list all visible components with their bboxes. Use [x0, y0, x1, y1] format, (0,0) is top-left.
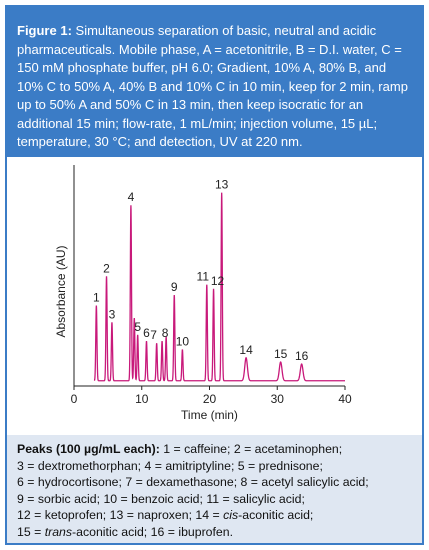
- peak-label: 15: [274, 347, 288, 361]
- peaks-legend-line6-end: -aconitic acid; 16 = ibuprofen.: [72, 524, 234, 539]
- x-tick-label: 10: [135, 392, 149, 406]
- peaks-legend-trans: trans: [44, 524, 73, 539]
- peak-label: 4: [128, 190, 135, 204]
- x-tick-label: 30: [271, 392, 285, 406]
- chromatogram-trace: [93, 192, 345, 382]
- peaks-legend-line5-end: -aconitic acid;: [238, 508, 314, 522]
- peaks-legend-line5: 12 = ketoprofen; 13 = naproxen; 14 =: [17, 508, 224, 522]
- peak-label: 16: [295, 349, 309, 363]
- peak-label: 2: [103, 261, 110, 275]
- peak-label: 3: [109, 307, 116, 321]
- figure-caption: Figure 1: Simultaneous separation of bas…: [7, 7, 422, 157]
- peak-label: 5: [134, 320, 141, 334]
- peak-label: 13: [215, 178, 229, 192]
- peak-label: 14: [239, 343, 253, 357]
- x-tick-label: 20: [203, 392, 217, 406]
- y-axis-label: Absorbance (AU): [54, 245, 68, 337]
- peak-label: 1: [93, 291, 100, 305]
- peak-label: 9: [171, 280, 178, 294]
- peaks-legend-line2: 3 = dextromethorphan; 4 = amitriptyline;…: [17, 458, 323, 473]
- peaks-legend-cis: cis: [223, 508, 239, 522]
- peaks-legend-line6: 15 =: [17, 524, 45, 539]
- peaks-legend: Peaks (100 µg/mL each): 1 = caffeine; 2 …: [7, 435, 422, 543]
- x-tick-label: 0: [71, 392, 78, 406]
- peaks-legend-line3: 6 = hydrocortisone; 7 = dexamethasone; 8…: [17, 475, 369, 489]
- peak-label: 6: [143, 326, 150, 340]
- x-axis-label: Time (min): [181, 408, 238, 422]
- x-tick-label: 40: [338, 392, 352, 406]
- caption-text: Simultaneous separation of basic, neutra…: [17, 23, 408, 149]
- peak-label: 11: [197, 270, 210, 284]
- peak-label: 8: [162, 326, 169, 340]
- peak-label: 7: [150, 328, 157, 342]
- peak-label: 10: [176, 334, 190, 348]
- chromatogram: 0 10 20 30 40 Time (min) Absorbance (AU) 1 2 3 4 5 6…: [7, 157, 422, 439]
- peak-label: 12: [211, 274, 225, 288]
- caption-label: Figure 1:: [17, 23, 72, 38]
- peaks-legend-line1: 1 = caffeine; 2 = acetaminophen;: [159, 442, 343, 456]
- figure-frame: Figure 1: Simultaneous separation of bas…: [5, 5, 424, 545]
- peaks-legend-title: Peaks (100 µg/mL each):: [17, 442, 160, 456]
- peaks-legend-line4: 9 = sorbic acid; 10 = benzoic acid; 11 =…: [17, 491, 305, 506]
